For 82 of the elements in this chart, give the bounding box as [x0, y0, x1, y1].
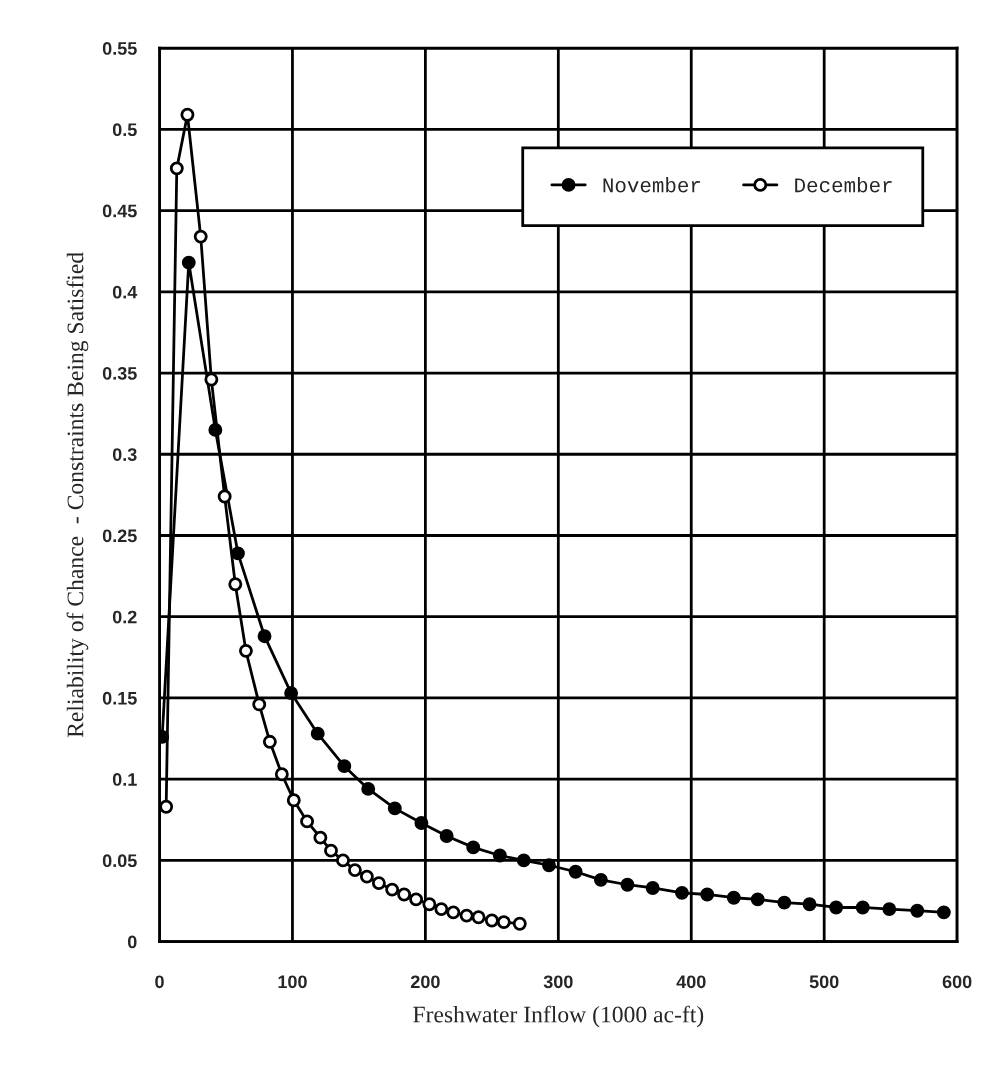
x-tick-label: 600 [942, 975, 972, 989]
point [484, 913, 499, 928]
point [829, 900, 844, 915]
x-tick-label: 0 [155, 975, 164, 989]
point [238, 643, 253, 658]
point [750, 892, 765, 907]
y-tick-label: 0.2 [112, 610, 137, 624]
point [496, 915, 511, 930]
point [359, 869, 374, 884]
point [204, 372, 219, 387]
y-tick-label: 0.45 [102, 204, 137, 218]
x-tick-label: 400 [676, 975, 706, 989]
x-tick-label: 200 [410, 975, 440, 989]
point [936, 905, 951, 920]
point [371, 876, 386, 891]
point [459, 908, 474, 923]
y-tick-label: 0.15 [102, 691, 137, 705]
y-tick-label: 0.4 [112, 285, 138, 299]
point [492, 848, 507, 863]
point [882, 902, 897, 917]
point [910, 903, 925, 918]
y-axis-title: Reliability of Chance - Constraints Being Satisfied [66, 252, 89, 738]
point [593, 872, 608, 887]
point [313, 830, 328, 845]
point [466, 840, 481, 855]
point [181, 255, 196, 270]
point [397, 887, 412, 902]
legend-label: November [603, 177, 701, 193]
point [180, 107, 195, 122]
point [217, 489, 232, 504]
y-tick-label: 0.25 [102, 529, 137, 543]
point [169, 161, 184, 176]
point [337, 759, 352, 774]
point [252, 697, 267, 712]
point [274, 767, 289, 782]
y-tick-label: 0.5 [112, 123, 137, 137]
x-axis-title: Freshwater Inflow (1000 ac-ft) [413, 1005, 704, 1028]
point [620, 877, 635, 892]
x-tick-label: 300 [543, 975, 573, 989]
point [568, 864, 583, 879]
point [262, 734, 277, 749]
point [700, 887, 715, 902]
point [385, 882, 400, 897]
point [336, 853, 350, 868]
point [512, 916, 527, 931]
point [675, 885, 689, 900]
point [347, 863, 362, 878]
point [542, 858, 556, 873]
point [324, 843, 338, 858]
point [361, 781, 376, 796]
point [409, 892, 424, 907]
point [414, 816, 429, 830]
x-tick-label: 100 [278, 975, 307, 989]
y-tick-label: 0 [127, 935, 137, 949]
legend-label: December [795, 177, 892, 193]
point [422, 897, 437, 912]
point [777, 895, 792, 910]
y-tick-label: 0.55 [102, 42, 137, 55]
point [159, 799, 174, 814]
point [446, 905, 461, 920]
point [387, 801, 402, 816]
point [855, 900, 870, 915]
y-tick-label: 0.05 [102, 854, 137, 868]
point [284, 686, 299, 700]
point [286, 793, 301, 808]
point [310, 726, 325, 741]
point [726, 890, 741, 905]
point [231, 546, 245, 561]
y-tick-label: 0.3 [112, 448, 137, 462]
point [516, 853, 531, 868]
point [193, 229, 208, 244]
point [645, 881, 660, 895]
point [439, 829, 454, 843]
point [228, 577, 243, 592]
point [802, 897, 817, 912]
point [471, 910, 486, 925]
point [434, 902, 449, 917]
point [257, 629, 272, 644]
y-tick-label: 0.35 [102, 366, 137, 380]
y-tick-label: 0.1 [112, 773, 137, 786]
x-tick-label: 500 [809, 975, 839, 989]
point [300, 814, 315, 829]
